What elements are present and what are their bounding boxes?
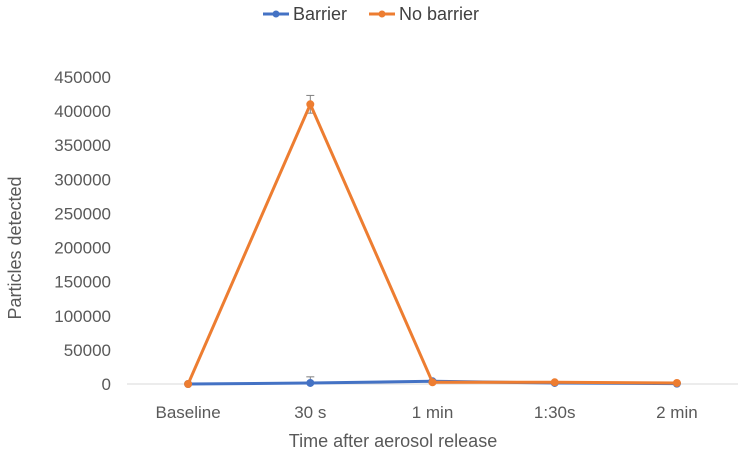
data-point [306, 378, 315, 387]
y-tick-label: 50000 [64, 341, 111, 360]
legend-marker [378, 10, 386, 18]
y-tick-label: 150000 [54, 273, 111, 292]
legend-item: No barrier [369, 4, 479, 24]
data-point [428, 378, 437, 387]
x-axis-title: Time after aerosol release [289, 431, 497, 451]
data-point [550, 378, 559, 387]
y-axis-ticks: 0 50000 100000 150000 200000 250000 300000 3500… [54, 68, 111, 394]
y-tick-label: 450000 [54, 68, 111, 87]
x-tick-label: 30 s [294, 403, 326, 422]
legend-item: Barrier [263, 4, 347, 24]
y-tick-label: 200000 [54, 239, 111, 258]
y-tick-label: 300000 [54, 170, 111, 189]
x-axis-ticks: Baseline 30 s 1 min 1:30s 2 min [155, 403, 697, 422]
legend-label: Barrier [293, 4, 347, 24]
y-tick-label: 350000 [54, 136, 111, 155]
series-no-barrier [184, 94, 681, 388]
series-layer [184, 94, 681, 388]
y-tick-label: 100000 [54, 307, 111, 326]
y-tick-label: 0 [102, 375, 111, 394]
legend-marker [272, 10, 280, 18]
data-point [184, 380, 193, 388]
y-axis-title: Particles detected [5, 176, 25, 319]
x-tick-label: 1 min [412, 403, 454, 422]
series-line [186, 102, 677, 385]
legend-label: No barrier [399, 4, 479, 24]
data-point [306, 100, 315, 109]
x-tick-label: 2 min [656, 403, 698, 422]
x-tick-label: 1:30s [534, 403, 576, 422]
legend: Barrier No barrier [263, 4, 479, 24]
x-tick-label: Baseline [155, 403, 220, 422]
y-tick-label: 400000 [54, 102, 111, 121]
y-tick-label: 250000 [54, 204, 111, 223]
data-point [672, 378, 681, 387]
